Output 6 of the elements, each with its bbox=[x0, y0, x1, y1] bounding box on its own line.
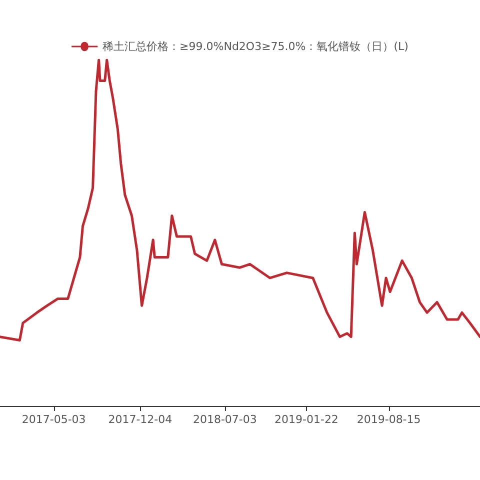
x-tick-label: 2017-05-03 bbox=[22, 413, 86, 426]
x-tick-label: 2018-07-03 bbox=[192, 413, 257, 426]
legend-label: 稀土汇总价格：≥99.0%Nd2O3≥75.0%：氧化镨钕（日）(L) bbox=[102, 40, 408, 53]
x-tick-label: 2019-08-15 bbox=[356, 413, 421, 426]
x-tick-label: 2019-01-22 bbox=[274, 413, 338, 426]
x-tick-label: 2017-12-04 bbox=[108, 413, 172, 426]
